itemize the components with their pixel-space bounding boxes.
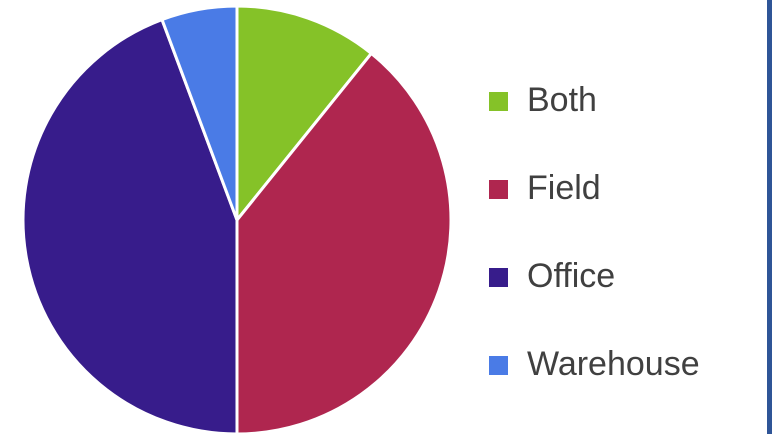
pie-slice [235,51,453,434]
legend: Both Field Office Warehouse [489,81,700,383]
legend-label: Field [527,169,601,207]
legend-label: Both [527,81,597,119]
pie-slice [160,4,239,222]
pie-slice [21,18,239,434]
pie [21,4,453,434]
legend-label: Office [527,257,615,295]
legend-swatch [489,92,508,111]
frame-edge [767,0,772,434]
pie-slice [235,4,373,222]
legend-label: Warehouse [527,345,700,383]
legend-swatch [489,268,508,287]
legend-swatch [489,180,508,199]
legend-swatch [489,356,508,375]
